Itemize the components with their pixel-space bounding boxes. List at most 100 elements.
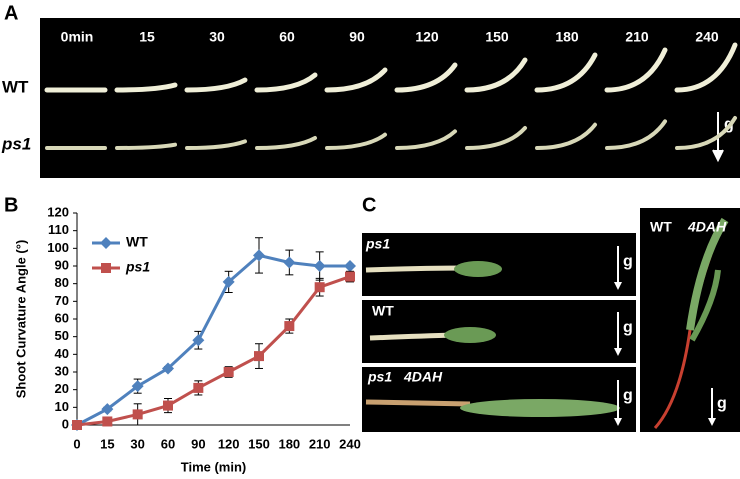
photo-label: ps1: [365, 236, 390, 252]
data-point: [131, 380, 144, 393]
photo: [362, 233, 636, 296]
photo-label: WT: [650, 219, 672, 235]
shoot: [535, 122, 597, 150]
time-label: 60: [279, 29, 295, 45]
y-tick-label: 70: [55, 293, 69, 308]
data-point: [132, 409, 143, 420]
y-tick-label: 90: [55, 257, 69, 272]
y-tick-label: 80: [55, 275, 69, 290]
row-label: ps1: [1, 134, 31, 153]
gravity-label: g: [717, 395, 727, 412]
x-tick-label: 90: [191, 436, 205, 451]
gravity-arrow: [614, 418, 622, 426]
shoot: [114, 82, 178, 93]
shoot: [255, 136, 317, 150]
gravity-arrow: [614, 282, 622, 290]
seedling: [689, 269, 721, 342]
data-point: [163, 400, 173, 411]
shoot: [395, 129, 457, 150]
data-point: [344, 260, 356, 272]
shoot: [605, 119, 667, 150]
gravity-label: g: [623, 253, 633, 270]
y-tick-label: 0: [62, 416, 69, 431]
photo-label: ps1: [367, 369, 392, 385]
x-tick-label: 60: [161, 436, 175, 451]
data-point: [192, 334, 205, 347]
seedling: [444, 327, 496, 343]
panel-label: C: [362, 194, 376, 216]
data-point: [222, 275, 235, 288]
legend-label: ps1: [125, 259, 150, 275]
x-tick-label: 150: [248, 436, 270, 451]
seedling: [369, 332, 456, 341]
shoot: [184, 77, 248, 93]
data-point: [193, 382, 204, 393]
data-point: [314, 282, 325, 293]
time-label: 240: [695, 29, 719, 45]
y-tick-label: 100: [47, 240, 69, 255]
data-point: [345, 271, 355, 282]
photo: [362, 367, 636, 432]
time-label: 30: [209, 29, 225, 45]
gravity-label: g: [623, 319, 633, 336]
data-point: [284, 321, 295, 332]
y-tick-label: 120: [47, 204, 69, 219]
photo-label: 4DAH: [403, 369, 443, 385]
series-line: [76, 275, 351, 427]
panel-label: A: [4, 2, 18, 24]
seedling: [365, 399, 471, 407]
shoot: [465, 126, 527, 150]
seedling: [460, 399, 620, 417]
photo-label: 4DAH: [687, 219, 727, 235]
gravity-arrow: [614, 348, 622, 356]
y-tick-label: 30: [55, 363, 69, 378]
y-tick-label: 60: [55, 310, 69, 325]
shoot: [185, 139, 247, 150]
seedling: [454, 261, 502, 277]
x-tick-label: 240: [339, 436, 361, 451]
seedling: [686, 217, 729, 331]
data-point: [253, 249, 265, 262]
time-label: 90: [349, 29, 365, 45]
y-tick-label: 20: [55, 381, 69, 396]
shoot: [604, 47, 668, 93]
time-label: 0min: [61, 29, 94, 45]
photo-label: WT: [372, 303, 394, 319]
data-point: [72, 420, 82, 430]
x-tick-label: 0: [73, 436, 80, 451]
shoot: [675, 116, 737, 150]
data-point: [283, 256, 296, 269]
gravity-arrow: [708, 418, 716, 426]
photo: [362, 300, 636, 363]
legend-marker: [100, 237, 112, 249]
x-tick-label: 180: [278, 436, 300, 451]
y-tick-label: 40: [55, 346, 69, 361]
row-label: WT: [2, 77, 29, 96]
y-tick-label: 50: [55, 328, 69, 343]
time-label: 120: [415, 29, 439, 45]
y-tick-label: 110: [48, 222, 69, 237]
data-point: [101, 403, 114, 416]
data-point: [162, 362, 174, 375]
legend-label: WT: [126, 234, 148, 250]
time-label: 150: [485, 29, 509, 45]
shoot: [394, 62, 458, 93]
x-tick-label: 120: [218, 436, 240, 451]
data-point: [313, 260, 326, 272]
x-axis-label: Time (min): [181, 459, 247, 474]
time-label: 210: [625, 29, 649, 45]
x-tick-label: 210: [309, 436, 331, 451]
shoot: [534, 52, 598, 93]
data-point: [102, 416, 113, 427]
shoot: [254, 72, 318, 93]
time-label: 15: [139, 29, 155, 45]
series-line: [76, 253, 350, 427]
gravity-label: g: [623, 387, 633, 404]
y-axis-label: Shoot Curvature Angle (°): [13, 240, 28, 399]
x-tick-label: 30: [130, 436, 144, 451]
panel-label: B: [4, 194, 18, 216]
shoot: [674, 42, 738, 93]
legend-marker: [101, 263, 111, 273]
time-label: 180: [555, 29, 579, 45]
